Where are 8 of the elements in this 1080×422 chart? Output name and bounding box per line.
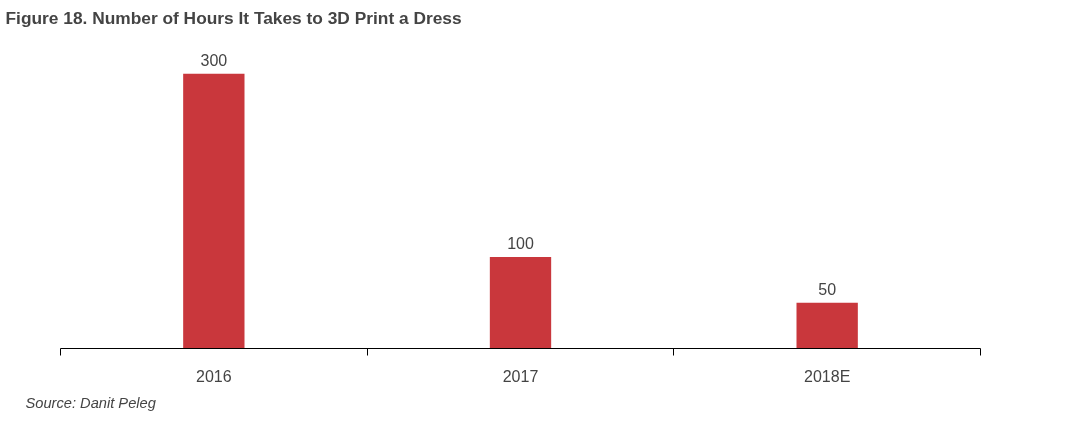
x-tick-label: 2016 — [196, 367, 232, 385]
source-note: Source: Danit Peleg — [25, 394, 157, 411]
data-label: 50 — [818, 280, 837, 298]
chart-title: Figure 18. Number of Hours It Takes to 3D Print a Dress — [5, 7, 462, 28]
x-tick-label: 2018E — [804, 367, 851, 385]
data-label: 100 — [507, 234, 534, 252]
data-label: 300 — [200, 51, 228, 69]
x-tick-label: 2017 — [502, 367, 539, 385]
